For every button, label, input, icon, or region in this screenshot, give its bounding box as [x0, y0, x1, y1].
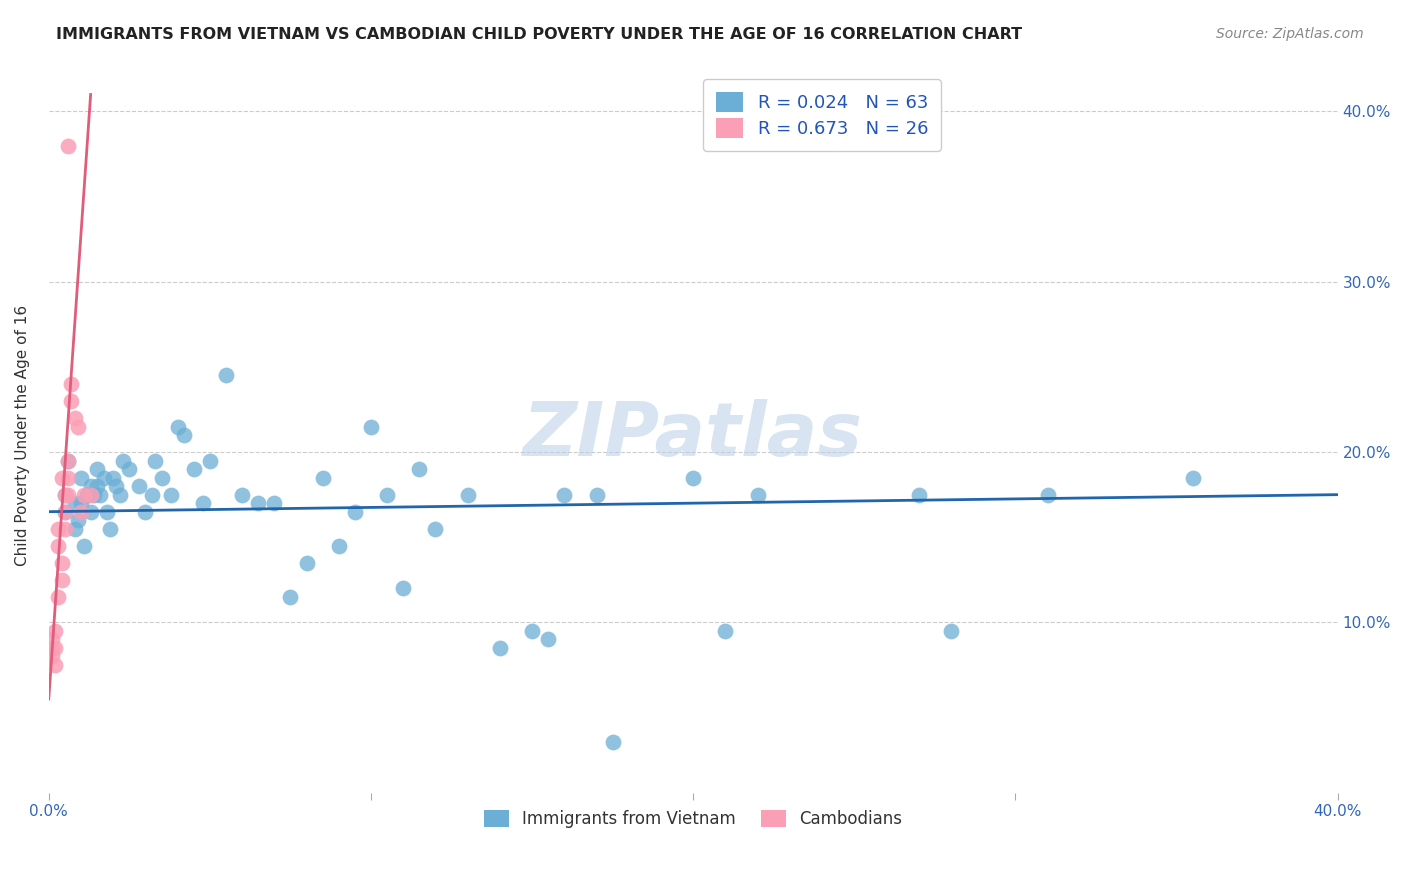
- Point: [70, 496, 93, 510]
- Point: [714, 624, 737, 638]
- Point: [98, 522, 121, 536]
- Point: [63, 496, 86, 510]
- Text: Source: ZipAtlas.com: Source: ZipAtlas.com: [1216, 27, 1364, 41]
- Point: [166, 419, 188, 434]
- Point: [231, 488, 253, 502]
- Point: [48, 590, 70, 604]
- Point: [602, 734, 624, 748]
- Point: [134, 505, 156, 519]
- Point: [76, 488, 98, 502]
- Point: [86, 479, 108, 493]
- Point: [939, 624, 962, 638]
- Point: [73, 539, 96, 553]
- Point: [585, 488, 607, 502]
- Point: [111, 453, 134, 467]
- Point: [48, 522, 70, 536]
- Point: [108, 488, 131, 502]
- Point: [66, 513, 89, 527]
- Point: [143, 453, 166, 467]
- Point: [63, 411, 86, 425]
- Point: [56, 453, 79, 467]
- Point: [53, 488, 76, 502]
- Point: [70, 505, 93, 519]
- Point: [53, 505, 76, 519]
- Point: [328, 539, 350, 553]
- Point: [70, 470, 93, 484]
- Point: [51, 470, 73, 484]
- Point: [79, 505, 101, 519]
- Point: [343, 505, 366, 519]
- Point: [83, 488, 105, 502]
- Point: [392, 582, 415, 596]
- Point: [53, 522, 76, 536]
- Point: [141, 488, 163, 502]
- Point: [128, 479, 150, 493]
- Point: [79, 479, 101, 493]
- Point: [73, 488, 96, 502]
- Point: [103, 470, 125, 484]
- Point: [48, 539, 70, 553]
- Point: [520, 624, 543, 638]
- Point: [247, 496, 270, 510]
- Point: [682, 470, 704, 484]
- Point: [408, 462, 430, 476]
- Point: [41, 632, 63, 647]
- Point: [280, 590, 302, 604]
- Point: [489, 640, 512, 655]
- Point: [375, 488, 398, 502]
- Text: IMMIGRANTS FROM VIETNAM VS CAMBODIAN CHILD POVERTY UNDER THE AGE OF 16 CORRELATI: IMMIGRANTS FROM VIETNAM VS CAMBODIAN CHI…: [56, 27, 1022, 42]
- Point: [457, 488, 479, 502]
- Point: [44, 624, 66, 638]
- Point: [60, 394, 83, 409]
- Point: [173, 428, 195, 442]
- Text: ZIPatlas: ZIPatlas: [523, 399, 863, 472]
- Point: [907, 488, 929, 502]
- Legend: Immigrants from Vietnam, Cambodians: Immigrants from Vietnam, Cambodians: [477, 803, 910, 834]
- Point: [193, 496, 215, 510]
- Point: [51, 573, 73, 587]
- Point: [41, 640, 63, 655]
- Point: [86, 462, 108, 476]
- Point: [160, 488, 183, 502]
- Point: [51, 556, 73, 570]
- Point: [105, 479, 128, 493]
- Point: [118, 462, 141, 476]
- Point: [44, 640, 66, 655]
- Point: [215, 368, 238, 383]
- Point: [56, 138, 79, 153]
- Point: [1181, 470, 1204, 484]
- Point: [93, 470, 115, 484]
- Point: [53, 505, 76, 519]
- Point: [41, 649, 63, 664]
- Point: [66, 419, 89, 434]
- Point: [537, 632, 560, 647]
- Point: [150, 470, 173, 484]
- Point: [311, 470, 333, 484]
- Point: [56, 453, 79, 467]
- Point: [295, 556, 318, 570]
- Point: [553, 488, 575, 502]
- Point: [89, 488, 111, 502]
- Point: [1036, 488, 1059, 502]
- Point: [60, 376, 83, 391]
- Point: [198, 453, 221, 467]
- Point: [96, 505, 118, 519]
- Point: [747, 488, 769, 502]
- Point: [425, 522, 447, 536]
- Point: [56, 488, 79, 502]
- Point: [263, 496, 285, 510]
- Point: [360, 419, 382, 434]
- Point: [56, 470, 79, 484]
- Point: [63, 522, 86, 536]
- Point: [44, 657, 66, 672]
- Point: [183, 462, 205, 476]
- Point: [53, 488, 76, 502]
- Point: [79, 488, 101, 502]
- Y-axis label: Child Poverty Under the Age of 16: Child Poverty Under the Age of 16: [15, 304, 30, 566]
